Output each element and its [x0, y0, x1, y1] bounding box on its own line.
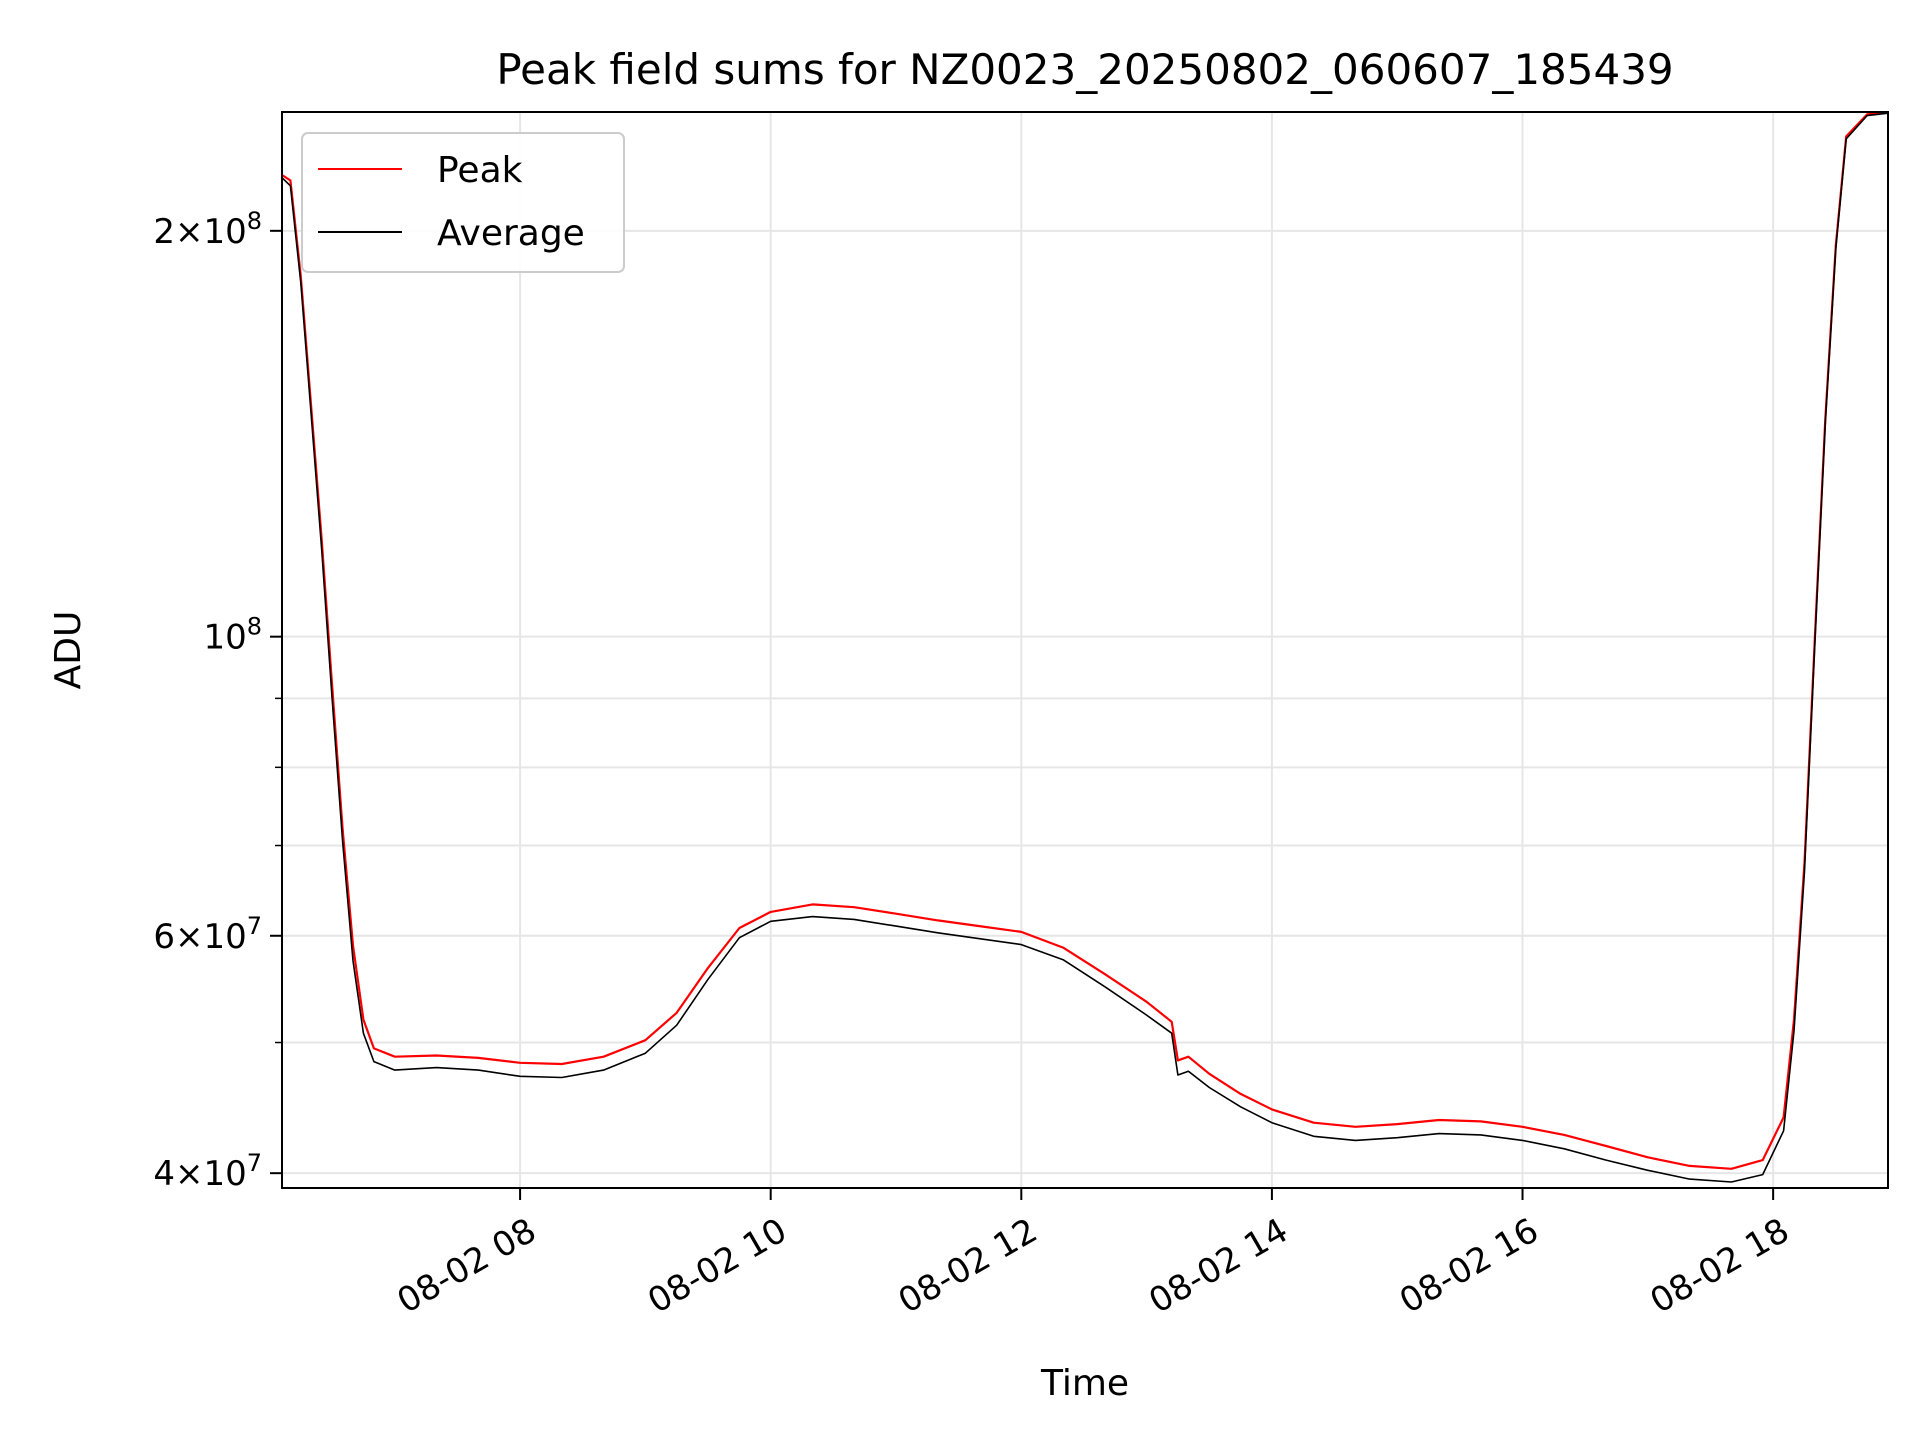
y-tick-label: 6×107 — [153, 912, 262, 957]
y-axis: 4×107 6×107 108 2×108 — [153, 207, 282, 1194]
legend: Peak Average — [301, 132, 625, 273]
series-layer — [281, 110, 1889, 1183]
x-axis-label: Time — [1040, 1363, 1129, 1404]
series-line-average — [281, 112, 1889, 1183]
plot-frame — [281, 111, 1889, 1189]
legend-box — [301, 132, 625, 273]
series-line-peak — [281, 110, 1889, 1170]
grid — [282, 112, 1888, 1188]
y-tick-label: 4×107 — [153, 1149, 262, 1194]
legend-label-peak: Peak — [437, 150, 523, 191]
y-tick-label: 2×108 — [153, 207, 262, 252]
chart-title: Peak field sums for NZ0023_20250802_0606… — [496, 45, 1673, 94]
legend-label-average: Average — [437, 213, 585, 254]
y-tick-label: 108 — [203, 613, 262, 658]
y-axis-label: ADU — [48, 611, 89, 690]
